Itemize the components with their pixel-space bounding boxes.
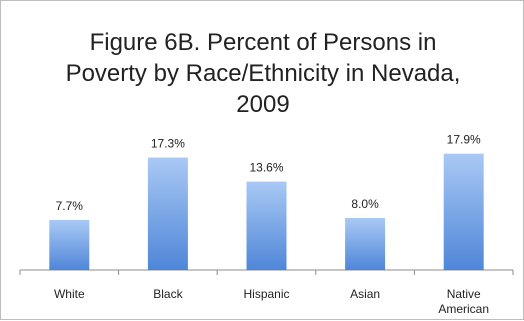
bar-4 [443,153,484,270]
bar-3 [345,218,386,270]
x-tick-label-4-line-0: Native [447,287,481,301]
x-tick-label-3: Asian [350,287,380,301]
chart-title-line-3: 2009 [236,91,289,118]
chart-title-line-2: Poverty by Race/Ethnicity in Nevada, [66,60,461,87]
plot-area: 7.7% White 17.3% Black 13.6% Hispanic 8.0% Asia… [19,133,514,316]
x-tick-label-1: Black [153,287,183,301]
bar-2 [246,181,287,270]
x-tick-label-2: Hispanic [243,287,289,301]
chart-title: Figure 6B. Percent of Persons in Poverty… [66,29,461,118]
chart-title-line-1: Figure 6B. Percent of Persons in [90,29,437,56]
bar-1 [147,157,188,270]
data-label-0: 7.7% [56,199,84,213]
data-label-2: 13.6% [249,161,283,175]
x-tick-label-4-line-1: American [438,302,489,316]
data-label-1: 17.3% [151,137,185,151]
data-label-4: 17.9% [447,133,481,147]
x-tick-label-0: White [54,287,85,301]
data-label-3: 8.0% [351,197,379,211]
bar-0 [49,219,90,270]
